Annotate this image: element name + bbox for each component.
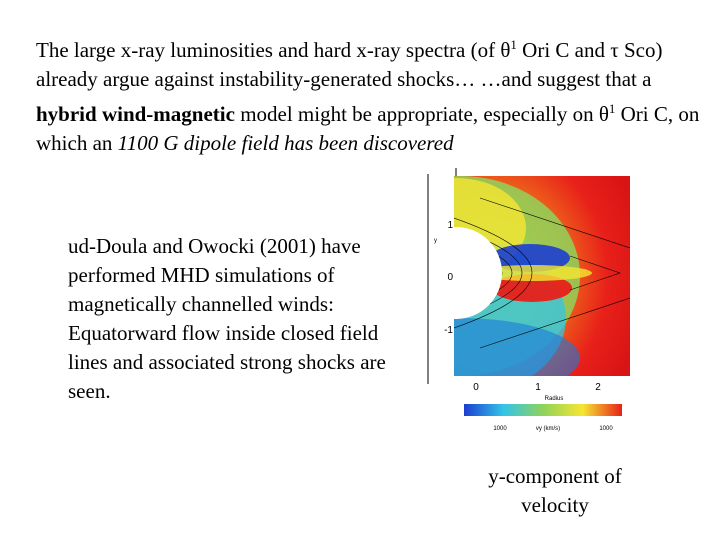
intro-line1-part3: Sco) already argue against instability-g… xyxy=(36,38,663,91)
italic-phrase: 1100 G dipole field has been discovered xyxy=(117,131,454,155)
velocity-field xyxy=(454,176,630,376)
theta-symbol: θ xyxy=(500,38,511,62)
star-disk xyxy=(454,227,502,319)
intro-line3-part2: model might be appropriate, especially o… xyxy=(234,102,599,126)
blue-shock-upper xyxy=(490,244,570,272)
superscript-one-b: 1 xyxy=(608,101,616,116)
red-shock-lower xyxy=(492,274,572,302)
colorbar-axis-label: vy (km/s) xyxy=(536,426,560,432)
theta-symbol-2: θ xyxy=(598,102,609,126)
superscript-one: 1 xyxy=(510,37,517,52)
colorbar xyxy=(464,404,622,416)
y-axis-label: y xyxy=(434,238,437,244)
bold-phrase: hybrid wind-magnetic xyxy=(36,102,235,126)
intro-paragraph: The large x-ray luminosities and hard x-… xyxy=(36,30,706,158)
x-tick-0: 0 xyxy=(473,382,479,393)
intro-text: The large x-ray luminosities and hard x-… xyxy=(36,30,706,158)
x-tick-1: 1 xyxy=(535,382,541,393)
figure-label: y-component of velocity xyxy=(488,464,622,517)
y-tick-0: 0 xyxy=(447,272,453,283)
colorbar-min-label: 1000 xyxy=(493,426,507,432)
y-tick-neg1: -1 xyxy=(444,325,453,336)
intro-line1-part2: Ori C and xyxy=(516,38,611,62)
intro-line1-part1: The large x-ray luminosities and hard x-… xyxy=(36,38,501,62)
intro-line4-part2: Ori C, on which an xyxy=(36,102,700,155)
x-axis-label: Radius xyxy=(545,396,564,402)
plot-svg: y 1 0 -1 0 1 2 Radius 1000 vy (km/s) 100… xyxy=(427,168,630,432)
blue-region-bottom xyxy=(454,318,580,376)
figure-caption: ud-Doula and Owocki (2001) have performe… xyxy=(68,234,386,403)
colorbar-max-label: 1000 xyxy=(599,426,613,432)
tau-symbol: τ xyxy=(610,38,619,62)
mhd-simulation-plot: y 1 0 -1 0 1 2 Radius 1000 vy (km/s) 100… xyxy=(420,168,640,436)
x-tick-2: 2 xyxy=(595,382,601,393)
y-tick-1: 1 xyxy=(447,220,453,231)
